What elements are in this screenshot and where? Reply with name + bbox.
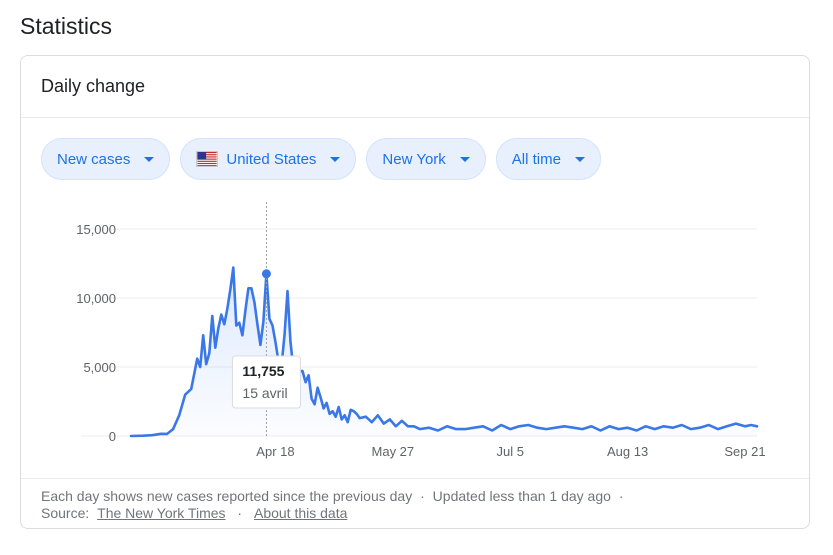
source-label: Source: bbox=[41, 505, 90, 521]
separator: · bbox=[618, 488, 624, 504]
tooltip-value: 11,755 bbox=[242, 363, 284, 379]
metric-selector-label: New cases bbox=[57, 150, 131, 168]
y-tick-label: 15,000 bbox=[76, 222, 116, 237]
chevron-down-icon bbox=[144, 156, 155, 162]
region-selector[interactable]: New York bbox=[366, 138, 486, 180]
chevron-down-icon bbox=[330, 156, 341, 162]
y-tick-label: 10,000 bbox=[76, 291, 116, 306]
y-tick-label: 0 bbox=[109, 429, 116, 444]
country-selector-label: United States bbox=[226, 150, 317, 168]
chart-footer: Each day shows new cases reported since … bbox=[41, 488, 627, 522]
separator: · bbox=[420, 488, 425, 504]
chevron-down-icon bbox=[574, 156, 585, 162]
tooltip-date: 15 avril bbox=[242, 385, 287, 401]
daily-change-chart[interactable]: 0 5,000 10,000 15,000 Apr 18 May 27 Jul 5 Aug 1… bbox=[21, 56, 809, 476]
region-selector-label: New York bbox=[382, 150, 446, 168]
card-title: Daily change bbox=[21, 56, 809, 118]
series-area bbox=[131, 267, 757, 436]
statistics-card: Daily change New cases United States New… bbox=[20, 55, 810, 529]
x-tick-label: Aug 13 bbox=[607, 444, 648, 459]
separator: · bbox=[237, 505, 243, 521]
time-range-selector-label: All time bbox=[511, 150, 561, 168]
x-tick-label: Apr 18 bbox=[256, 444, 294, 459]
footer-note: Each day shows new cases reported since … bbox=[41, 488, 413, 504]
metric-selector[interactable]: New cases bbox=[41, 138, 171, 180]
x-tick-label: Sep 21 bbox=[724, 444, 765, 459]
highlight-point bbox=[261, 269, 271, 279]
tooltip-box bbox=[231, 355, 301, 409]
about-data-link[interactable]: About this data bbox=[253, 505, 348, 521]
time-range-selector[interactable]: All time bbox=[495, 138, 601, 180]
country-selector[interactable]: United States bbox=[180, 138, 357, 180]
chevron-down-icon bbox=[459, 156, 470, 162]
filter-chips: New cases United States New York All bbox=[41, 138, 601, 180]
series-line bbox=[129, 266, 759, 438]
footer-divider bbox=[21, 478, 809, 479]
us-flag-icon bbox=[196, 151, 219, 167]
x-tick-label: May 27 bbox=[372, 444, 415, 459]
y-tick-label: 5,000 bbox=[83, 360, 116, 375]
source-link[interactable]: The New York Times bbox=[97, 505, 226, 521]
x-tick-label: Jul 5 bbox=[496, 444, 523, 459]
page-title: Statistics bbox=[20, 13, 113, 39]
updated-text: Updated less than 1 day ago bbox=[432, 488, 611, 504]
